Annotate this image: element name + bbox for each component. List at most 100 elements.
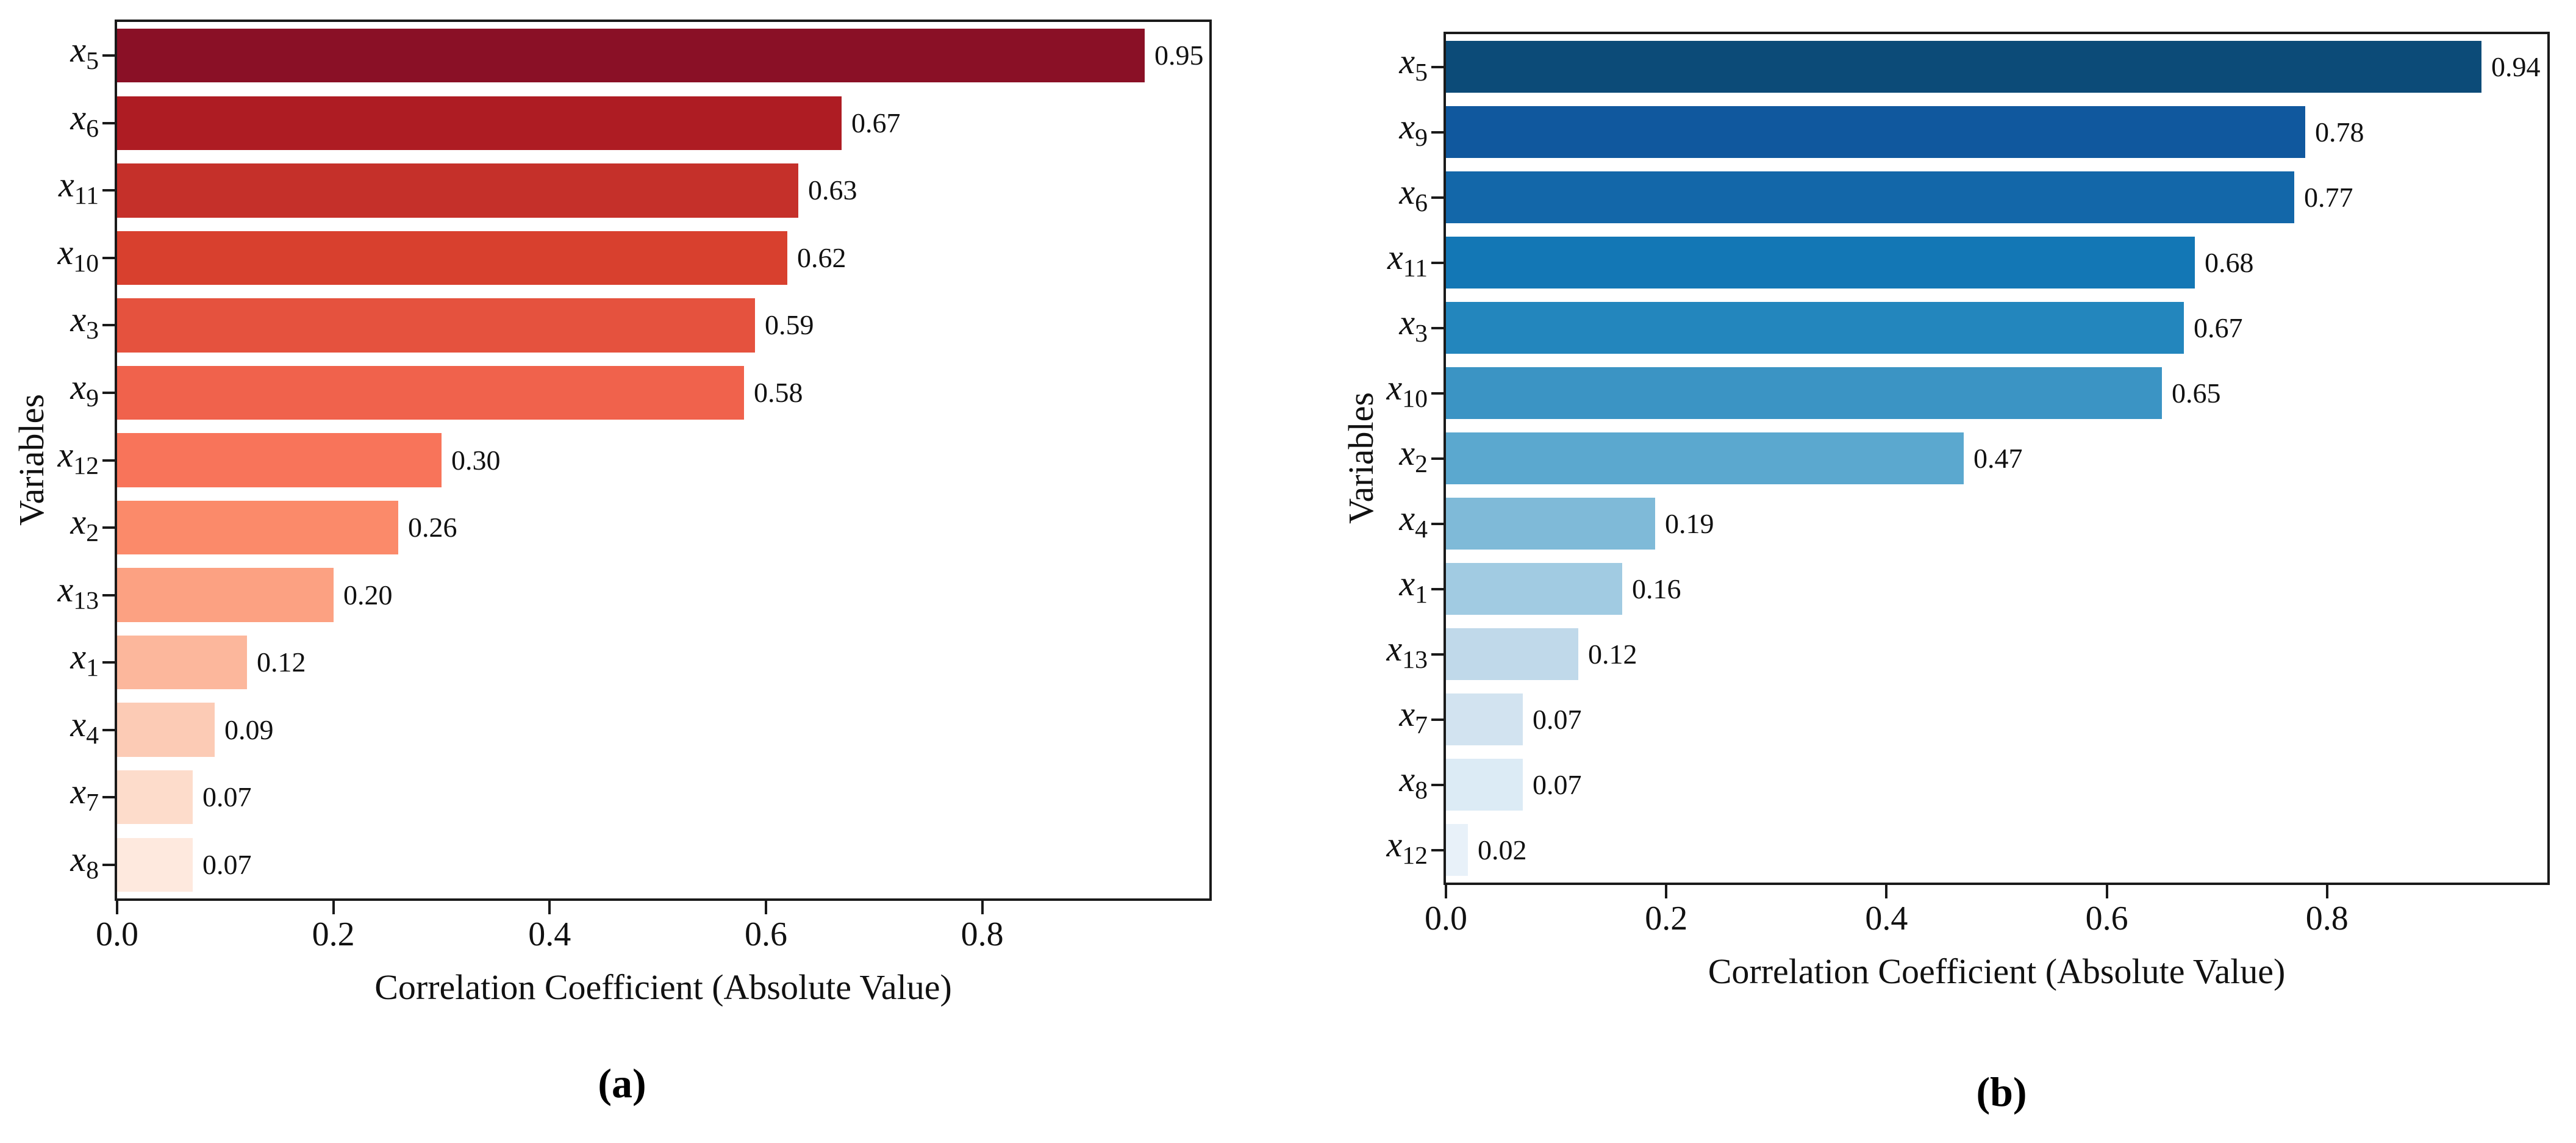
var-subscript: 13	[1402, 645, 1428, 674]
y-tick-mark-x1	[102, 661, 115, 664]
x-tick-label-0.8: 0.8	[961, 915, 1004, 953]
bar-value-label-x2: 0.47	[1973, 442, 2023, 474]
x-tick-mark-0.8	[981, 901, 984, 914]
bar-value-label-x9: 0.78	[2315, 116, 2364, 148]
y-tick-mark-x7	[1431, 718, 1444, 721]
bar-value-label-x9: 0.58	[754, 376, 803, 408]
y-tick-label-x3: x3	[1184, 304, 1428, 351]
bar-x11	[117, 163, 798, 218]
var-subscript: 4	[86, 721, 99, 750]
y-tick-label-x11: x11	[1184, 237, 1428, 286]
y-tick-label-x1: x1	[0, 639, 99, 686]
x-tick-mark-0.8	[2325, 885, 2328, 898]
y-tick-mark-x11	[1431, 261, 1444, 264]
bar-value-label-x6: 0.67	[851, 107, 901, 138]
var-letter: x	[1386, 628, 1403, 668]
var-subscript: 7	[86, 789, 99, 817]
y-tick-label-x1: x1	[1184, 563, 1428, 612]
bar-x1	[1446, 562, 1622, 615]
y-tick-mark-x2	[1431, 457, 1444, 460]
caption-b: (b)	[1976, 1069, 2027, 1115]
bar-x11	[1446, 236, 2195, 289]
bar-x6	[117, 96, 842, 150]
bar-x8	[117, 837, 193, 892]
bar-value-label-x12: 0.30	[451, 444, 501, 476]
y-tick-mark-x3	[1431, 326, 1444, 329]
y-tick-mark-x8	[1431, 783, 1444, 786]
var-letter: x	[1386, 824, 1403, 864]
bar-x4	[1446, 497, 1655, 550]
y-tick-label-x3: x3	[0, 299, 99, 349]
y-tick-label-x4: x4	[1184, 498, 1428, 547]
bar-x7	[1446, 693, 1523, 746]
bar-x2	[1446, 432, 1964, 485]
var-subscript: 2	[1415, 450, 1428, 478]
bar-x9	[1446, 106, 2305, 159]
var-letter: x	[1387, 237, 1403, 277]
y-tick-mark-x13	[1431, 653, 1444, 656]
bar-x12	[1446, 823, 1468, 876]
y-tick-mark-x4	[1431, 522, 1444, 525]
var-letter: x	[1399, 563, 1415, 603]
var-letter: x	[57, 434, 74, 475]
var-letter: x	[57, 569, 74, 609]
y-tick-mark-x2	[102, 526, 115, 529]
var-subscript: 11	[1403, 254, 1428, 282]
bar-value-label-x4: 0.09	[224, 714, 274, 745]
caption-a: (a)	[598, 1060, 646, 1106]
bar-value-label-x8: 0.07	[202, 848, 252, 880]
bar-value-label-x10: 0.65	[2172, 377, 2221, 409]
bar-value-label-x1: 0.12	[257, 647, 306, 678]
x-tick-label-0.2: 0.2	[1645, 900, 1688, 937]
y-tick-mark-x8	[102, 863, 115, 866]
y-tick-label-x12: x12	[1184, 824, 1428, 873]
var-subscript: 3	[1415, 319, 1428, 348]
bar-value-label-x7: 0.07	[202, 781, 252, 813]
y-tick-mark-x7	[102, 796, 115, 799]
bar-value-label-x3: 0.67	[2194, 312, 2243, 343]
y-tick-mark-x10	[102, 256, 115, 259]
bar-value-label-x11: 0.63	[808, 174, 857, 206]
y-tick-label-x6: x6	[1184, 174, 1428, 221]
bar-x2	[117, 500, 398, 555]
var-subscript: 3	[86, 317, 99, 345]
x-tick-mark-0.2	[1665, 885, 1668, 898]
var-subscript: 4	[1415, 515, 1428, 543]
var-letter: x	[1399, 498, 1415, 538]
y-tick-mark-x4	[102, 728, 115, 731]
y-tick-label-x5: x5	[1184, 43, 1428, 90]
var-subscript: 12	[1402, 841, 1428, 870]
var-subscript: 9	[1415, 123, 1428, 152]
y-tick-mark-x5	[1431, 65, 1444, 68]
bar-value-label-x5: 0.94	[2491, 51, 2541, 82]
bar-value-label-x4: 0.19	[1665, 507, 1714, 539]
y-tick-label-x5: x5	[0, 32, 99, 79]
bar-value-label-x3: 0.59	[765, 309, 814, 341]
y-tick-mark-x5	[102, 54, 115, 57]
y-tick-label-x10: x10	[0, 235, 99, 281]
var-letter: x	[70, 299, 87, 340]
var-letter: x	[70, 30, 87, 70]
y-tick-mark-x6	[1431, 196, 1444, 199]
bar-x8	[1446, 758, 1523, 811]
x-tick-label-0.0: 0.0	[1425, 900, 1467, 937]
x-tick-mark-0.6	[2105, 885, 2108, 898]
bar-x13	[1446, 628, 1578, 681]
x-tick-mark-0.4	[1885, 885, 1888, 898]
y-tick-label-x12: x12	[0, 437, 99, 484]
x-tick-label-0.6: 0.6	[744, 915, 787, 953]
x-tick-mark-0.0	[1445, 885, 1447, 898]
bar-value-label-x8: 0.07	[1533, 769, 1582, 800]
var-letter: x	[1399, 171, 1415, 212]
bar-x13	[117, 568, 334, 622]
var-letter: x	[59, 165, 74, 205]
x-tick-mark-0.0	[116, 901, 118, 914]
y-tick-label-x4: x4	[0, 706, 99, 753]
bar-value-label-x13: 0.12	[1588, 638, 1637, 670]
bar-x12	[117, 433, 442, 487]
x-tick-label-0.2: 0.2	[312, 915, 355, 953]
var-letter: x	[1399, 693, 1415, 734]
var-subscript: 9	[86, 384, 99, 412]
y-tick-label-x13: x13	[0, 572, 99, 618]
